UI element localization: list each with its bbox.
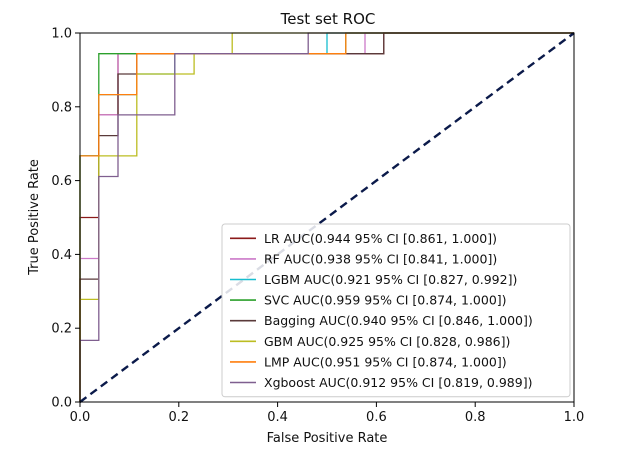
- y-axis: 0.0 0.2 0.4 0.6 0.8 1.0: [51, 27, 80, 411]
- x-tick-label: 0.6: [366, 410, 387, 425]
- legend-label-4: Bagging AUC(0.940 95% CI [0.846, 1.000]): [264, 313, 533, 328]
- legend-label-3: SVC AUC(0.959 95% CI [0.874, 1.000]): [264, 293, 507, 308]
- legend-label-7: Xgboost AUC(0.912 95% CI [0.819, 0.989]): [264, 375, 532, 390]
- y-tick-label: 0.8: [51, 100, 72, 115]
- y-tick-label: 1.0: [51, 27, 72, 42]
- x-axis-title: False Positive Rate: [267, 431, 388, 446]
- legend-label-6: LMP AUC(0.951 95% CI [0.874, 1.000]): [264, 354, 507, 369]
- diagonal-reference-line: [79, 32, 575, 403]
- legend: LR AUC(0.944 95% CI [0.861, 1.000]) RF AU…: [221, 223, 571, 398]
- x-tick-label: 1.0: [564, 410, 585, 425]
- y-tick-label: 0.6: [51, 174, 72, 189]
- y-tick-label: 0.4: [51, 248, 72, 263]
- roc-curve-4: [79, 32, 574, 402]
- legend-label-5: GBM AUC(0.925 95% CI [0.828, 0.986]): [264, 334, 510, 349]
- x-axis: 0.0 0.2 0.4 0.6 0.8 1.0: [70, 402, 585, 425]
- legend-label-2: LGBM AUC(0.921 95% CI [0.827, 0.992]): [264, 272, 517, 287]
- legend-label-0: LR AUC(0.944 95% CI [0.861, 1.000]): [264, 231, 497, 246]
- x-tick-label: 0.8: [465, 410, 486, 425]
- x-tick-label: 0.4: [267, 410, 288, 425]
- chart-title: Test set ROC: [280, 10, 376, 28]
- roc-curve-7: [79, 32, 574, 402]
- legend-box: [221, 223, 571, 398]
- y-tick-label: 0.2: [51, 322, 72, 337]
- roc-curve-6: [79, 32, 574, 402]
- legend-label-1: RF AUC(0.938 95% CI [0.841, 1.000]): [264, 251, 497, 266]
- x-tick-label: 0.0: [70, 410, 91, 425]
- x-tick-label: 0.2: [168, 410, 189, 425]
- plot-frame: [79, 32, 575, 403]
- y-tick-label: 0.0: [51, 396, 72, 411]
- y-axis-title: True Positive Rate: [27, 159, 42, 276]
